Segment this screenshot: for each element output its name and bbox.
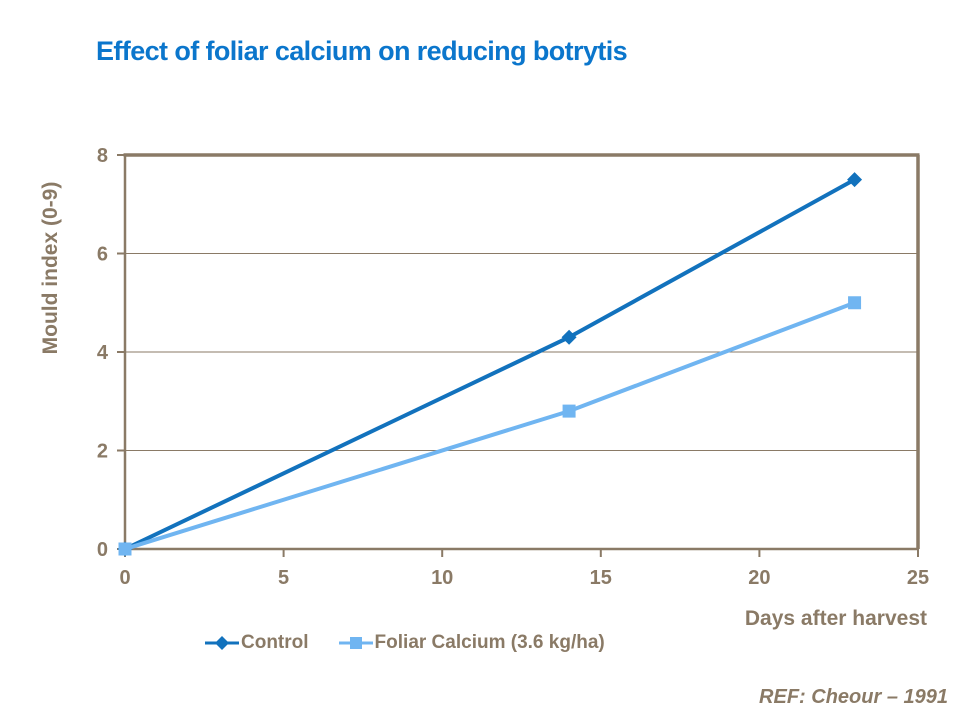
x-tick-label: 20 bbox=[748, 567, 770, 589]
x-tick-label: 5 bbox=[278, 567, 289, 589]
data-point-marker bbox=[562, 404, 576, 418]
y-tick-label: 0 bbox=[97, 539, 108, 561]
legend-item-control: Control bbox=[205, 632, 309, 654]
legend: Control Foliar Calcium (3.6 kg/ha) bbox=[205, 632, 605, 654]
foliar-calcium-legend-marker-icon bbox=[338, 637, 373, 649]
chart-title: Effect of foliar calcium on reducing bot… bbox=[96, 36, 628, 66]
x-tick-label: 10 bbox=[431, 567, 453, 589]
data-point-marker bbox=[847, 172, 863, 188]
y-tick-label: 4 bbox=[97, 342, 109, 364]
y-tick-label: 8 bbox=[97, 145, 108, 167]
y-tick-label: 6 bbox=[97, 244, 108, 266]
data-point-marker bbox=[561, 329, 577, 345]
data-point-marker bbox=[118, 542, 132, 556]
legend-label-control: Control bbox=[241, 632, 309, 653]
y-tick-label: 2 bbox=[97, 441, 108, 463]
legend-item-foliar-calcium: Foliar Calcium (3.6 kg/ha) bbox=[338, 632, 605, 654]
x-tick-label: 0 bbox=[119, 567, 130, 589]
x-axis-title: Days after harvest bbox=[744, 607, 927, 630]
x-tick-label: 15 bbox=[590, 567, 612, 589]
y-axis-title: Mould index (0-9) bbox=[39, 181, 62, 355]
control-legend-marker-icon bbox=[205, 636, 239, 650]
series-line-control bbox=[124, 177, 856, 551]
data-point-marker bbox=[848, 296, 862, 310]
series-line-foliar-calcium-3-6-kg-ha- bbox=[124, 300, 856, 551]
reference-note: REF: Cheour – 1991 bbox=[759, 686, 948, 708]
x-tick-label: 25 bbox=[907, 567, 929, 589]
legend-label-foliar-calcium: Foliar Calcium (3.6 kg/ha) bbox=[374, 632, 605, 653]
